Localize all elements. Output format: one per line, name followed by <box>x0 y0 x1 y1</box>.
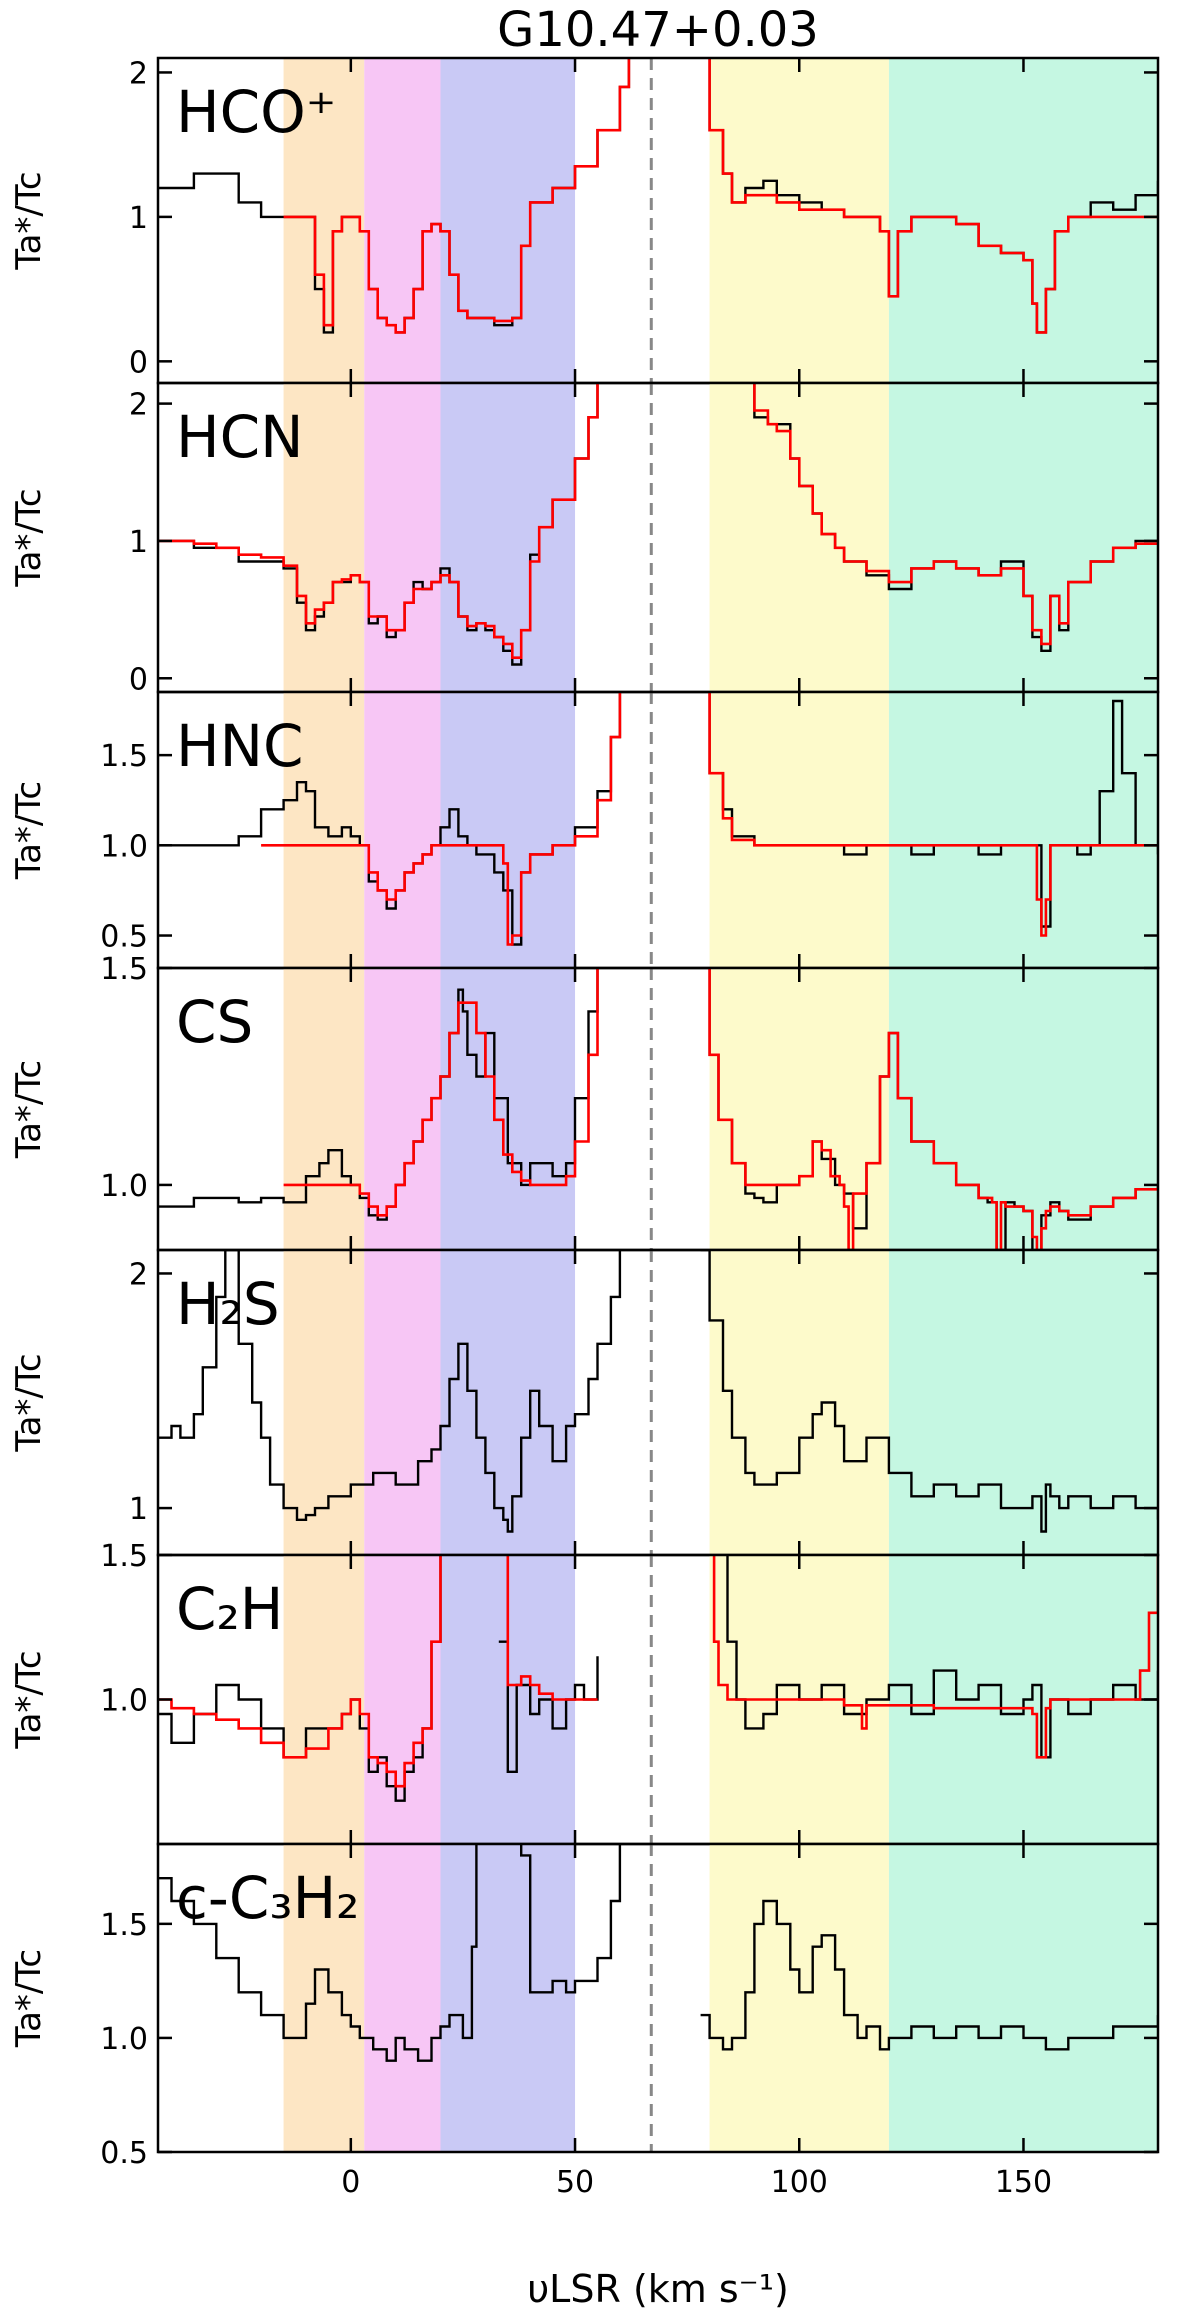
y-tick-label: 1.0 <box>100 2022 148 2057</box>
spectrum-line-1 <box>700 1250 1158 1533</box>
y-tick-label: 1.5 <box>100 1539 148 1574</box>
y-tick-label: 1 <box>129 1492 148 1527</box>
x-tick-label: 0 <box>341 2165 360 2200</box>
x-tick-label: 50 <box>556 2165 594 2200</box>
y-tick-label: 0.5 <box>100 920 148 955</box>
fit-line-2 <box>283 58 631 334</box>
y-tick-label: 0 <box>129 345 148 380</box>
x-tick-label: 100 <box>771 2165 828 2200</box>
velocity-band-2 <box>440 58 576 383</box>
y-tick-label: 1.5 <box>100 1908 148 1943</box>
velocity-band-1 <box>364 1555 441 1844</box>
y-tick-label: 1.0 <box>100 1169 148 1204</box>
plot-area <box>158 1555 1158 1802</box>
fit-line-5 <box>712 1555 1158 1759</box>
plot-area <box>158 1250 1158 1533</box>
panel-5: 1.0 1.5 Ta*/Tc C₂H <box>9 1539 1160 1846</box>
velocity-band-4 <box>888 383 1158 692</box>
panel-2: 0.5 1.0 1.5 Ta*/Tc HNC <box>9 690 1160 970</box>
species-label: c-C₃H₂ <box>176 1864 359 1932</box>
y-tick-label: 1 <box>129 525 148 560</box>
species-label: HNC <box>176 712 304 780</box>
y-tick-label: 1 <box>129 201 148 236</box>
velocity-band-3 <box>709 1250 889 1555</box>
fit-line-3 <box>708 968 1158 1250</box>
y-tick-label: 1.0 <box>100 829 148 864</box>
panel-0: 0 1 2 Ta*/Tc HCO⁺ <box>9 56 1160 385</box>
velocity-band-3 <box>709 1844 889 2152</box>
velocity-band-3 <box>709 968 889 1250</box>
fit-line-2 <box>283 968 599 1217</box>
panel-6: 0.5 1.0 1.5 Ta*/Tc c-C₃H₂ <box>9 1842 1160 2171</box>
x-axis-label: υLSR (km s⁻¹) <box>527 2267 789 2311</box>
y-tick-label: 2 <box>129 388 148 423</box>
panels: 0 1 2 Ta*/Tc HCO⁺ 0 1 2 Ta*/Tc HCN 0.5 1.0 1.5 Ta*/Tc… <box>9 56 1160 2200</box>
fit-line-3 <box>158 1555 442 1788</box>
plot-area <box>158 58 1158 334</box>
panel-4: 1 2 Ta*/Tc H₂S <box>9 1248 1160 1557</box>
plot-area <box>158 383 1158 666</box>
spectrum-line-0 <box>158 1844 622 2062</box>
x-tick-label: 150 <box>995 2165 1052 2200</box>
velocity-band-4 <box>888 1844 1158 2152</box>
chart-title: G10.47+0.03 <box>497 2 819 58</box>
velocity-band-3 <box>709 58 889 383</box>
plot-area <box>158 968 1158 1250</box>
velocity-band-4 <box>888 692 1158 968</box>
y-axis-label: Ta*/Tc <box>9 1949 49 2048</box>
y-axis-label: Ta*/Tc <box>9 171 49 270</box>
y-tick-label: 1.5 <box>100 952 148 987</box>
velocity-band-0 <box>283 383 365 692</box>
velocity-band-0 <box>283 968 365 1250</box>
y-axis-label: Ta*/Tc <box>9 1650 49 1749</box>
fit-line-2 <box>261 692 622 946</box>
y-axis-label: Ta*/Tc <box>9 1060 49 1159</box>
species-label: H₂S <box>176 1270 280 1338</box>
plot-area <box>158 692 1158 946</box>
fit-line-3 <box>753 383 1158 646</box>
fit-line-3 <box>708 692 1158 937</box>
velocity-band-1 <box>364 1250 441 1555</box>
velocity-band-1 <box>364 1844 441 2152</box>
velocity-band-0 <box>283 1250 365 1555</box>
fit-line-3 <box>708 58 1158 334</box>
velocity-band-3 <box>709 383 889 692</box>
velocity-band-2 <box>440 1250 576 1555</box>
velocity-band-0 <box>283 1844 365 2152</box>
spectrum-line-0 <box>158 1250 622 1533</box>
y-tick-label: 0 <box>129 662 148 697</box>
species-label: HCN <box>176 403 304 471</box>
panel-3: 1.0 1.5 Ta*/Tc CS <box>9 952 1160 1252</box>
velocity-band-1 <box>364 692 441 968</box>
species-label: C₂H <box>176 1575 283 1643</box>
species-label: CS <box>176 988 253 1056</box>
velocity-band-2 <box>440 383 576 692</box>
velocity-band-1 <box>364 383 441 692</box>
plot-area <box>158 1844 1158 2062</box>
y-axis-label: Ta*/Tc <box>9 488 49 587</box>
y-tick-label: 1.5 <box>100 739 148 774</box>
y-tick-label: 2 <box>129 1257 148 1292</box>
velocity-band-1 <box>364 968 441 1250</box>
panel-1: 0 1 2 Ta*/Tc HCN <box>9 381 1160 697</box>
y-tick-label: 2 <box>129 56 148 91</box>
species-label: HCO⁺ <box>176 78 336 146</box>
y-tick-label: 1.0 <box>100 1684 148 1719</box>
velocity-band-4 <box>888 58 1158 383</box>
fit-line-2 <box>158 383 599 659</box>
y-tick-label: 0.5 <box>100 2136 148 2171</box>
velocity-band-3 <box>709 692 889 968</box>
spectrum-line-1 <box>700 1899 1158 2051</box>
fit-line-4 <box>506 1555 598 1701</box>
velocity-band-2 <box>440 1844 576 2152</box>
velocity-band-1 <box>364 58 441 383</box>
y-axis-label: Ta*/Tc <box>9 1353 49 1452</box>
panel-frame <box>156 1842 1160 2154</box>
spectrum-line-2 <box>726 1555 1158 1759</box>
y-axis-label: Ta*/Tc <box>9 781 49 880</box>
